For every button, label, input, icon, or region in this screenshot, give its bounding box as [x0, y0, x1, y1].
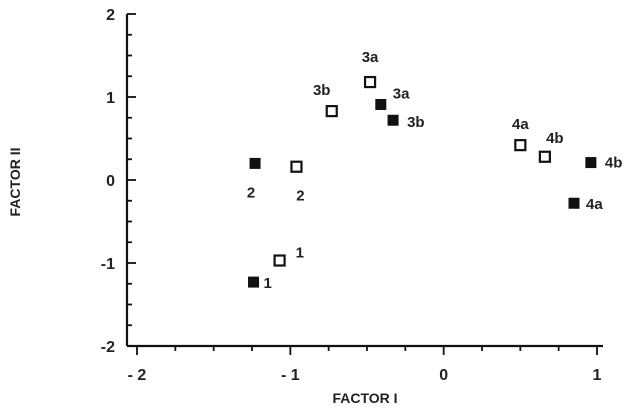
point-label: 4b	[605, 155, 623, 172]
tick-labels: -2 -1 0 1 2 - 2 - 1 0 1	[101, 7, 602, 384]
open-square-marker	[325, 105, 338, 118]
x-axis-title: FACTOR I	[332, 390, 397, 406]
point-label: 1	[264, 275, 272, 292]
y-tick-label: 1	[106, 90, 115, 107]
point-label: 2	[247, 184, 255, 201]
filled-square-marker	[568, 197, 580, 209]
filled-square-marker	[375, 98, 387, 110]
point-label: 4b	[546, 130, 564, 147]
x-tick-label: 1	[593, 367, 602, 384]
tick-marks	[127, 13, 598, 355]
point-label: 3a	[362, 49, 379, 66]
open-square-marker	[538, 150, 551, 163]
x-tick-label: - 1	[281, 367, 300, 384]
point-label: 3a	[393, 85, 410, 102]
point-label: 1	[296, 245, 304, 262]
filled-square-marker	[249, 157, 261, 169]
filled-square-marker	[248, 276, 260, 288]
y-tick-label: -2	[101, 339, 115, 356]
y-tick-label: 0	[106, 173, 115, 190]
open-square-marker	[363, 75, 377, 89]
x-tick-label: 0	[439, 367, 448, 384]
point-labels: 1 2 3a 3b 4a 4b 1 2 3a 3b 4a 4b	[247, 49, 622, 292]
point-label: 2	[296, 188, 304, 205]
y-axis-title: FACTOR II	[7, 148, 23, 217]
y-tick-label: 2	[106, 7, 115, 24]
open-square-marker	[290, 160, 303, 173]
filled-square-marker	[585, 157, 597, 169]
point-label: 4a	[586, 196, 603, 213]
x-tick-label: - 2	[128, 367, 147, 384]
data-points	[248, 75, 597, 288]
y-tick-label: -1	[101, 256, 115, 273]
open-square-marker	[273, 254, 286, 267]
open-square-marker	[514, 139, 527, 152]
point-label: 4a	[512, 116, 529, 133]
point-label: 3b	[313, 82, 331, 99]
filled-square-marker	[387, 114, 399, 126]
point-label: 3b	[407, 114, 425, 131]
